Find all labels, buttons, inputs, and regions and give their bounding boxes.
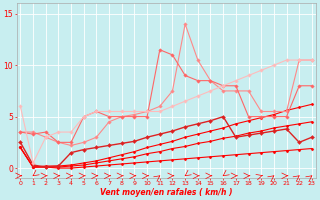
X-axis label: Vent moyen/en rafales ( km/h ): Vent moyen/en rafales ( km/h ) bbox=[100, 188, 232, 197]
